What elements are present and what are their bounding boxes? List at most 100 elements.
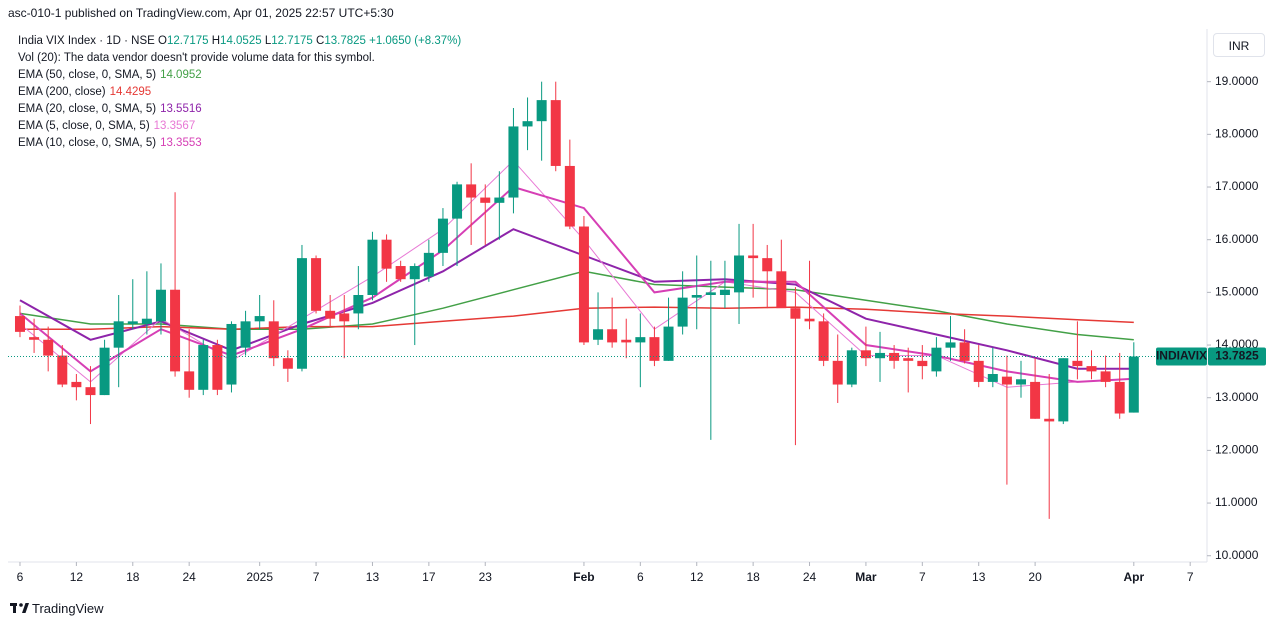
candle-body (875, 352, 886, 359)
candle-body (198, 345, 209, 390)
y-tick-label: 11.0000 (1215, 495, 1258, 509)
candle-body (987, 374, 998, 382)
candle-body (480, 197, 491, 203)
candle-body (85, 387, 96, 396)
candle-body (550, 100, 561, 166)
ohlc-label: L (264, 35, 272, 47)
ohlc-label: H (211, 35, 221, 47)
candle-body (325, 310, 336, 319)
ohlc-label: C (316, 35, 325, 47)
candle-body (1001, 376, 1012, 385)
volume-note: Vol (20): The data vendor doesn't provid… (18, 52, 375, 64)
x-tick-label: 7 (919, 570, 926, 584)
candle-body (536, 100, 547, 122)
symbol-title: India VIX Index · 1D · NSE (18, 35, 155, 47)
x-tick-label: 23 (479, 570, 493, 584)
legend-label: EMA (20, close, 0, SMA, 5) (18, 103, 157, 115)
candle-body (959, 342, 970, 361)
candle-body (522, 121, 533, 127)
candle-body (691, 295, 702, 298)
y-tick-label: 13.0000 (1215, 390, 1259, 404)
candle-body (593, 329, 604, 340)
candle-body (931, 347, 942, 372)
candle-body (14, 316, 25, 332)
y-tick-label: 19.0000 (1215, 74, 1259, 88)
candle-body (818, 321, 829, 361)
x-tick-label: Apr (1123, 570, 1144, 584)
candle-body (705, 292, 716, 295)
candle-body (494, 197, 505, 203)
currency[interactable]: INR (1213, 33, 1265, 57)
candle-body (1100, 371, 1111, 382)
x-tick-label: 20 (1028, 570, 1042, 584)
legend-value: 13.3567 (153, 120, 196, 132)
candle-body (846, 350, 857, 385)
candle-body (353, 295, 364, 314)
change: +1.0650 (+8.37%) (369, 35, 462, 47)
logo (10, 603, 29, 613)
symbol-tag (1156, 347, 1207, 366)
legend-label: EMA (10, close, 0, SMA, 5) (18, 137, 157, 149)
candle-body (973, 360, 984, 382)
candle-body (71, 381, 82, 388)
candle-body (719, 289, 730, 295)
candle-body (381, 239, 392, 269)
candle-body (57, 355, 68, 385)
legend-value: 14.0952 (160, 69, 202, 81)
ohlc-label: O (158, 35, 167, 47)
legend-value: 14.4295 (109, 86, 152, 98)
x-tick-label: 17 (422, 570, 436, 584)
candle-body (311, 258, 322, 311)
ohlc-value: 12.7175 (271, 35, 313, 47)
candle-body (917, 360, 928, 367)
y-tick-label: 12.0000 (1215, 443, 1259, 457)
candle-body (762, 258, 773, 272)
x-tick-label: 18 (126, 570, 140, 584)
y-tick-label: 18.0000 (1215, 127, 1259, 141)
candle-body (43, 339, 54, 356)
candle-body (776, 271, 787, 309)
candle-body (29, 337, 40, 340)
candle-body (564, 165, 575, 227)
x-tick-label: 24 (803, 570, 817, 584)
x-tick-label: 18 (746, 570, 760, 584)
x-tick-label: 12 (690, 570, 704, 584)
legend: India VIX Index · 1D · NSE O12.7175 H14.… (18, 33, 461, 152)
candle-body (127, 321, 138, 324)
x-tick-label: 7 (313, 570, 320, 584)
candle-body (1030, 381, 1041, 419)
candle-body (466, 184, 477, 198)
candle-body (240, 321, 251, 348)
x-tick-label: 6 (17, 570, 24, 584)
candle-body (395, 266, 406, 280)
legend-entry: EMA (10, close, 0, SMA, 5) 13.3553 (18, 135, 461, 152)
y-tick-label: 15.0000 (1215, 285, 1259, 299)
plot (14, 81, 1139, 519)
candle-body (1086, 366, 1097, 372)
ohlc-value: 12.7175 (166, 35, 209, 47)
candle-body (663, 326, 674, 361)
candle-body (832, 360, 843, 385)
candle-body (649, 337, 660, 361)
candle-body (621, 339, 632, 343)
legend-entry: EMA (20, close, 0, SMA, 5) 13.5516 (18, 101, 461, 118)
candle-body (367, 239, 378, 295)
x-tick-label: 13 (972, 570, 986, 584)
x-tick-label: 12 (70, 570, 84, 584)
candle-body (1044, 418, 1055, 422)
symbol-tag-label: INDIAVIX (1156, 349, 1207, 363)
x-tick-label: Feb (573, 570, 594, 584)
candle-body (437, 218, 448, 253)
candle-body (748, 255, 759, 259)
ohlc-value: 13.7825 (324, 35, 366, 47)
candle-body (804, 318, 815, 322)
candle-body (889, 352, 900, 361)
brand: TradingView (32, 601, 104, 616)
candle-body (607, 329, 618, 343)
legend-label: EMA (50, close, 0, SMA, 5) (18, 69, 157, 81)
x-tick-label: 2025 (246, 570, 273, 584)
ohlc-value: 14.0525 (220, 35, 262, 47)
candle-body (1114, 381, 1125, 414)
published-note: asc-010-1 published on TradingView.com, … (8, 6, 394, 20)
